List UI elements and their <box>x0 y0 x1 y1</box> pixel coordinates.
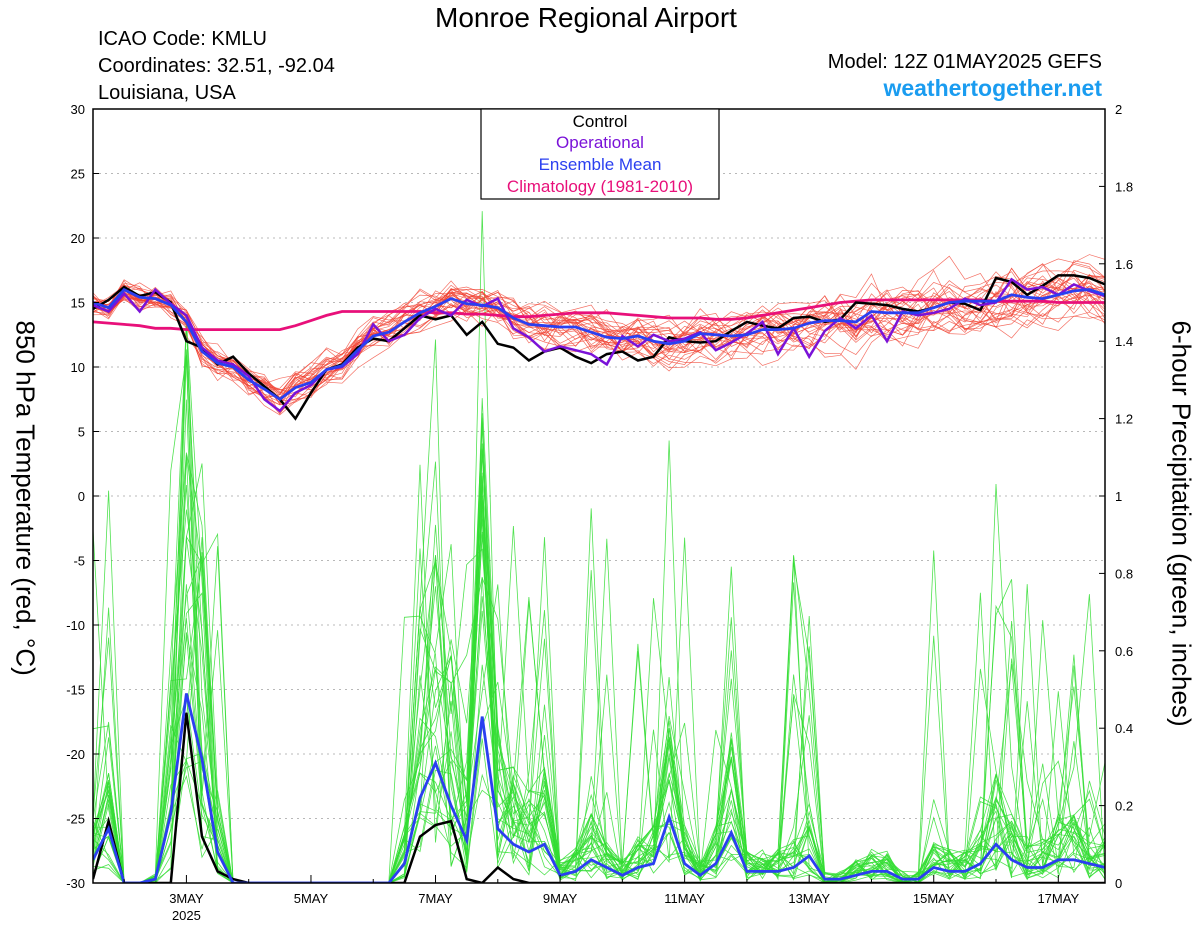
y-left-tick-label: -15 <box>66 683 85 698</box>
precip-member-line <box>93 319 1105 883</box>
precip-mean-line <box>93 693 1105 883</box>
y-right-tick-label: 1.6 <box>1115 257 1133 272</box>
precip-member-line <box>93 550 1105 883</box>
legend: Control Operational Ensemble Mean Climat… <box>480 108 720 200</box>
temp-member-line <box>93 267 1105 399</box>
y-left-tick-label: -5 <box>73 554 85 569</box>
legend-box <box>480 108 720 200</box>
precip-member-line <box>93 321 1105 883</box>
temp-member-line <box>93 284 1105 396</box>
coordinates: Coordinates: 32.51, -92.04 <box>98 55 335 77</box>
temp-member-line <box>93 281 1105 401</box>
precip-member-line <box>93 354 1105 883</box>
y-right-tick-label: 1 <box>1115 489 1122 504</box>
precip-member-line <box>93 423 1105 883</box>
precip-member-line <box>93 519 1105 883</box>
model-run: Model: 12Z 01MAY2025 GEFS <box>827 51 1102 73</box>
y-left-tick-label: 30 <box>71 102 85 117</box>
temp-member-line <box>93 277 1105 415</box>
ensemble-members <box>93 211 1105 883</box>
x-tick-label: 15MAY <box>913 891 955 906</box>
y-left-tick-label: -20 <box>66 747 85 762</box>
precip-member-line <box>93 349 1105 883</box>
temp-member-line <box>93 293 1105 416</box>
x-tick-sublabel: 2025 <box>172 908 201 923</box>
y-right-tick-label: 2 <box>1115 102 1122 117</box>
precip-member-line <box>93 398 1105 883</box>
legend-climatology: Climatology (1981-2010) <box>507 177 693 196</box>
precip-member-line <box>93 339 1105 883</box>
y-left-tick-label: 25 <box>71 167 85 182</box>
precip-member-line <box>93 461 1105 883</box>
legend-ensemble-mean: Ensemble Mean <box>539 155 662 174</box>
x-tick-label: 9MAY <box>543 891 578 906</box>
temp-operational-line <box>93 277 1105 413</box>
precip-member-line <box>93 211 1105 883</box>
region: Louisiana, USA <box>98 82 236 104</box>
precip-member-line <box>93 452 1105 883</box>
temp-member-line <box>93 263 1105 398</box>
x-tick-label: 11MAY <box>664 891 705 906</box>
x-tick-label: 13MAY <box>788 891 830 906</box>
y-left-tick-label: 20 <box>71 231 85 246</box>
temp-member-line <box>93 275 1105 394</box>
y-left-tick-label: 0 <box>78 489 85 504</box>
x-tick-label: 7MAY <box>418 891 453 906</box>
main-series <box>93 274 1105 883</box>
y-left-tick-label: -10 <box>66 618 85 633</box>
y-right-tick-label: 0.8 <box>1115 566 1133 581</box>
y-left-tick-label: 15 <box>71 296 85 311</box>
y-left-tick-label: 5 <box>78 425 85 440</box>
precip-member-line <box>93 399 1105 883</box>
y-right-tick-label: 1.8 <box>1115 179 1133 194</box>
x-tick-label: 17MAY <box>1037 891 1079 906</box>
precip-member-line <box>93 475 1105 883</box>
precip-member-line <box>93 417 1105 883</box>
x-tick-label: 5MAY <box>294 891 329 906</box>
temp-mean-line <box>93 287 1105 402</box>
axes: 302520151050-5-10-15-20-25-3021.81.61.41… <box>66 102 1133 923</box>
y-right-tick-label: 0.6 <box>1115 644 1133 659</box>
precip-member-line <box>93 319 1105 883</box>
y-right-tick-label: 0 <box>1115 876 1122 891</box>
legend-control: Control <box>573 112 628 131</box>
precip-member-line <box>93 495 1105 883</box>
precip-member-line <box>93 463 1105 883</box>
y-left-tick-label: 10 <box>71 360 85 375</box>
temp-climatology-line <box>93 298 1105 332</box>
precip-member-line <box>93 731 1105 883</box>
x-tick-label: 3MAY <box>169 891 204 906</box>
precip-member-line <box>93 448 1105 883</box>
y-left-tick-label: -25 <box>66 812 85 827</box>
y-left-tick-label: -30 <box>66 876 85 891</box>
y-right-tick-label: 0.2 <box>1115 799 1133 814</box>
y-right-tick-label: 1.4 <box>1115 334 1133 349</box>
precip-member-line <box>93 454 1105 883</box>
temp-member-line <box>93 254 1105 398</box>
y-right-tick-label: 1.2 <box>1115 412 1133 427</box>
legend-operational: Operational <box>556 133 644 152</box>
icao-code: ICAO Code: KMLU <box>98 28 267 50</box>
chart-title: Monroe Regional Airport <box>435 2 737 33</box>
precip-member-line <box>93 355 1105 883</box>
y-right-tick-label: 0.4 <box>1115 721 1133 736</box>
site-url: weathertogether.net <box>883 75 1102 101</box>
